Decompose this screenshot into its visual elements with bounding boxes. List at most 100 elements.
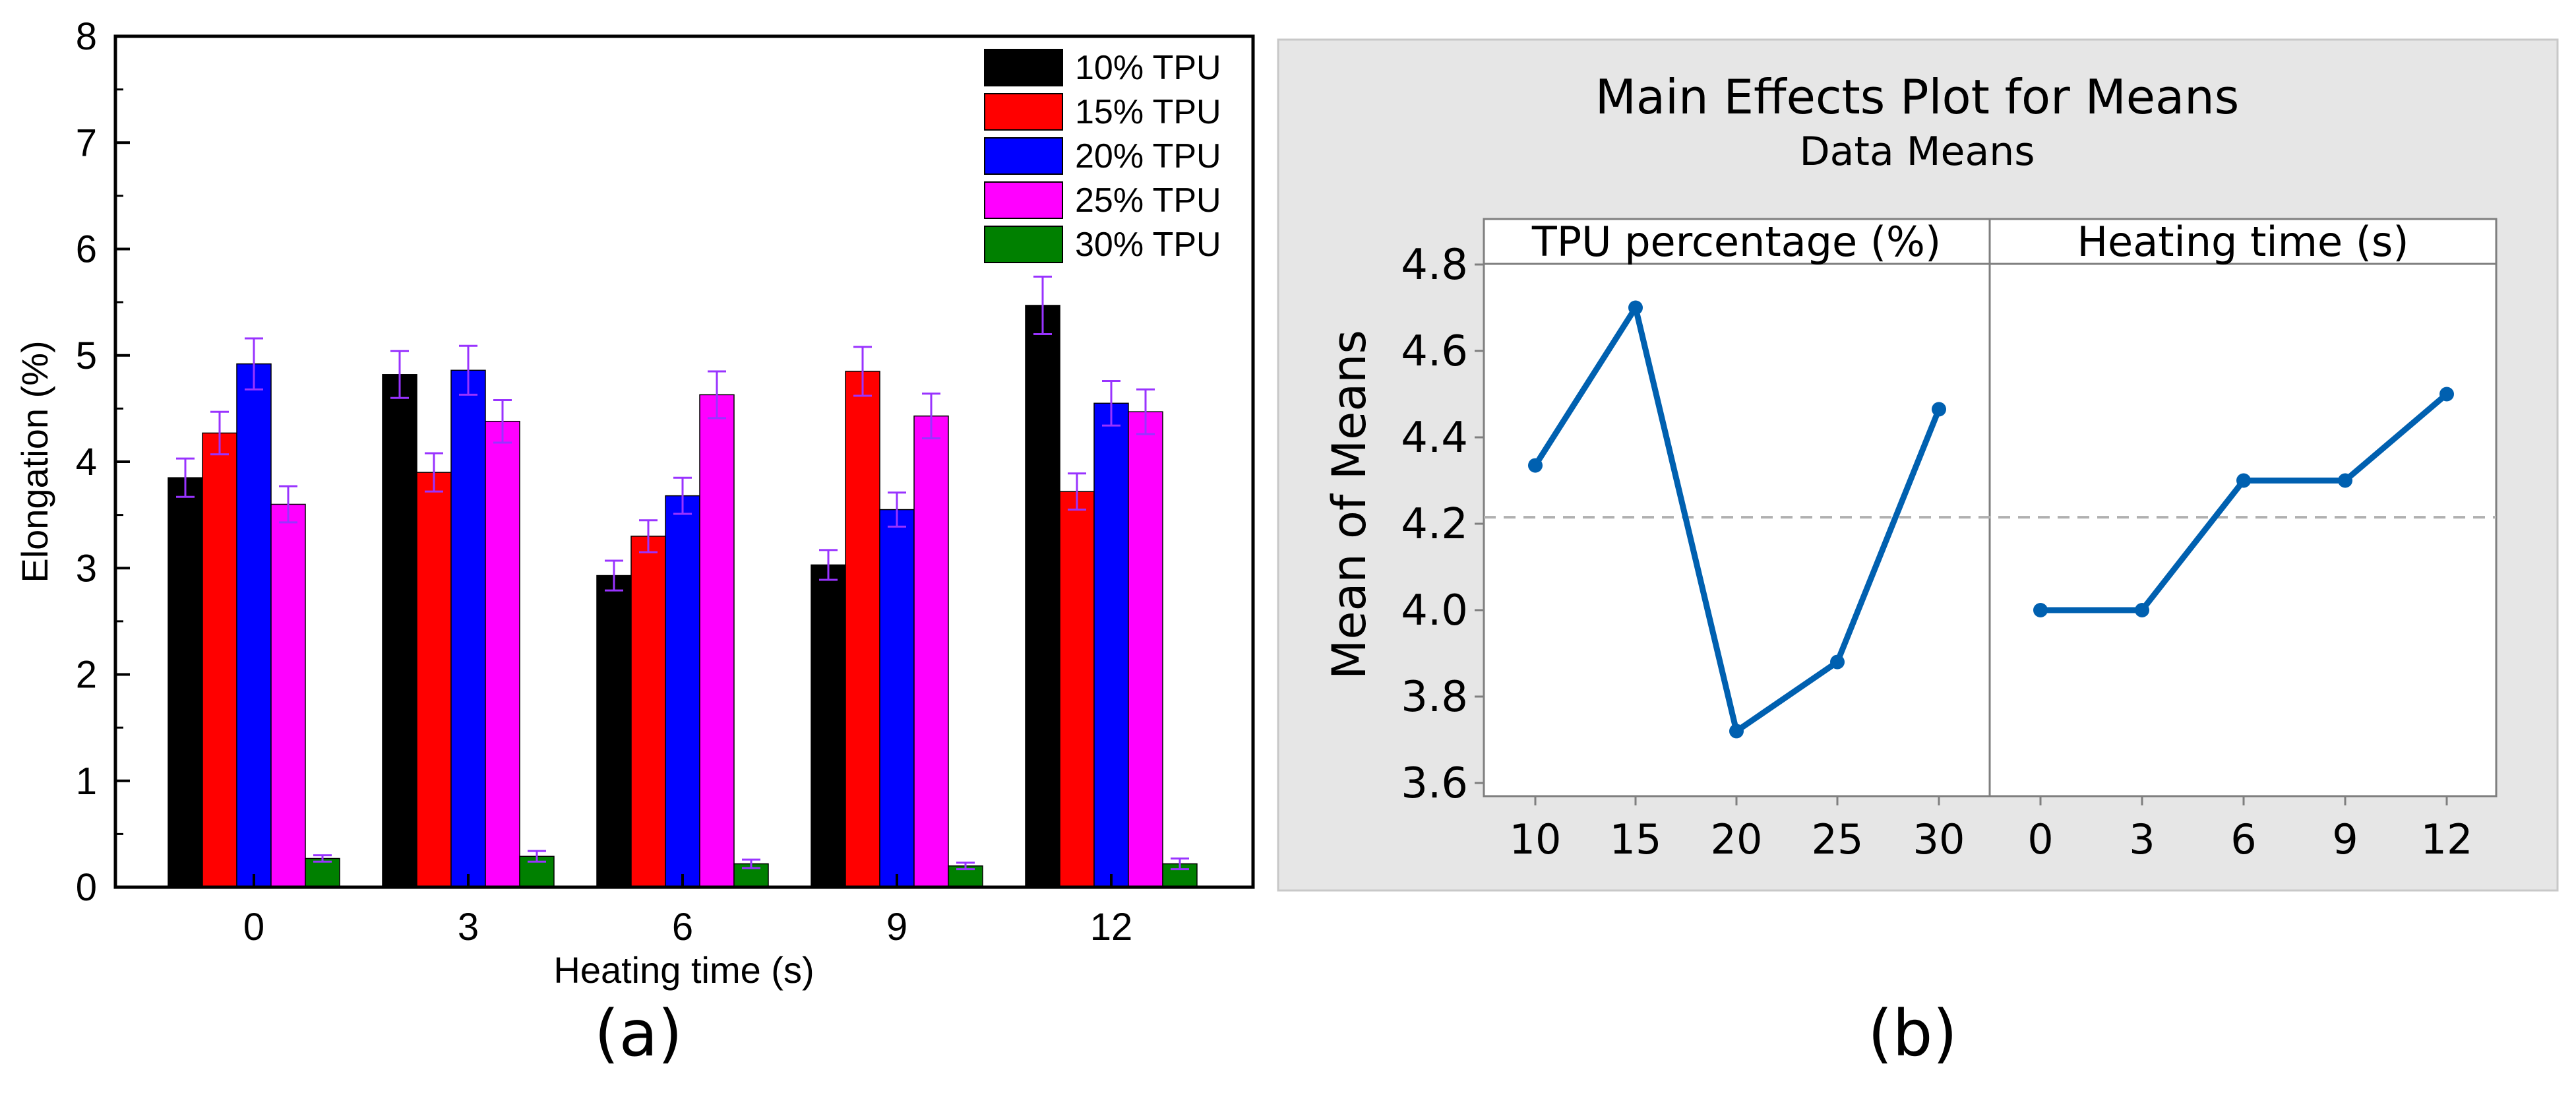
y-tick-label: 1 [76,760,97,803]
error-bar [673,476,692,515]
y-tick-label: 4.6 [1401,327,1468,376]
y-tick-label: 7 [76,121,97,164]
bar-10-tpuheat-6 [596,575,632,888]
error-bar [956,861,975,871]
legend-label: 10% TPU [1075,49,1221,87]
error-bar [708,370,726,420]
effect-point [1830,654,1845,670]
bar-30-tpuheat-12 [1162,863,1198,888]
bar-10-tpuheat-0 [168,477,203,888]
x-tick-label: 12 [1090,906,1133,949]
y-tick-label: 4.2 [1401,500,1468,549]
effect-point [1932,402,1946,417]
error-bar-group [176,275,1189,871]
error-bar [493,398,512,444]
main-effects-lines [1528,300,2454,739]
x-tick-label: 30 [1913,815,1965,863]
x-tick-label: 20 [1711,815,1763,863]
y-tick-label: 4.8 [1401,241,1468,290]
legend-swatch [984,181,1063,219]
error-bar [819,549,838,581]
x-tick-label: 25 [1812,815,1864,863]
bar-15-tpuheat-3 [416,472,452,888]
bar-15-tpuheat-9 [845,371,880,888]
panel-b-caption: (b) [1868,997,1957,1071]
error-bar [1136,388,1155,435]
bar-20-tpuheat-12 [1093,402,1129,888]
y-tick-label: 4.0 [1401,586,1468,635]
y-tick-label: 3.8 [1401,673,1468,722]
bar-10-tpuheat-3 [382,374,417,888]
error-bar [1033,275,1052,335]
x-tick-label: 10 [1510,815,1562,863]
panel-a-caption: (a) [594,997,683,1071]
bar-30-tpuheat-0 [305,858,340,888]
legend-label: 20% TPU [1075,137,1221,175]
x-axis-ticks: 0 3 6 9 12 [243,874,1132,949]
error-bar [245,337,263,390]
error-bar [279,485,297,524]
y-tick-label: 8 [76,15,97,58]
y-tick-label: 4 [76,441,97,484]
effect-point [1528,458,1543,473]
y-tick-label: 5 [76,334,97,377]
bar-20-tpuheat-9 [879,509,915,888]
x-tick-label: 9 [2332,815,2358,863]
effect-point [2338,473,2352,488]
bar-15-tpuheat-12 [1059,491,1095,888]
x-tick-label: 3 [458,906,479,949]
x-tick-label: 0 [243,906,264,949]
bar-10-tpuheat-12 [1025,305,1060,888]
error-bar [176,457,195,498]
bar-25-tpuheat-6 [699,394,735,888]
bar-15-tpuheat-0 [202,432,237,888]
bar-20-tpuheat-0 [236,363,272,888]
x-tick-label: 15 [1610,815,1662,863]
y-tick-label: 3.6 [1401,759,1468,808]
bar-25-tpuheat-3 [485,420,520,888]
y-tick-label: 6 [76,228,97,271]
error-bar [605,559,623,592]
y-tick-label: 2 [76,654,97,697]
y-tick-label: 0 [76,866,97,909]
error-bar [922,392,940,440]
x-tick-label: 6 [672,906,693,949]
x-tick-label: 9 [886,906,907,949]
legend-label: 25% TPU [1075,181,1221,220]
effect-point [1628,300,1643,315]
effect-point [2135,603,2149,617]
main-effects-subtitle: Data Means [1799,129,2035,175]
bar-20-tpuheat-3 [450,369,486,888]
y-axis-label: Elongation (%) [14,340,55,582]
effect-point [1729,724,1744,739]
effect-point [2439,387,2454,402]
error-bar [210,410,229,456]
x-tick-label: 12 [2421,815,2473,863]
bar-series-group [168,305,1198,888]
error-bar [313,854,332,863]
bar-20-tpuheat-6 [665,495,700,888]
y-axis-ticks-main-effects: 3.6 3.8 4.0 4.2 4.4 4.6 4.8 [1401,241,1484,808]
x-tick-label: 6 [2230,815,2256,863]
bar-25-tpuheat-12 [1128,411,1163,888]
error-bar [742,858,760,869]
error-bar [853,346,872,397]
bar-25-tpuheat-0 [270,503,306,888]
error-bar [425,452,443,493]
legend-label: 15% TPU [1075,93,1221,131]
error-bar [1068,472,1086,511]
bar-25-tpuheat-9 [913,415,949,888]
error-bar [1171,857,1189,871]
legend-label: 30% TPU [1075,226,1221,264]
error-bar [888,491,906,528]
bar-10-tpuheat-9 [811,564,846,888]
main-effects-title: Main Effects Plot for Means [1595,69,2240,125]
error-bar [639,519,658,553]
y-axis-label-main-effects: Mean of Means [1322,330,1376,679]
main-effects-panel: Main Effects Plot for Means Data Means T… [1277,38,2559,1071]
error-bar [459,344,477,396]
legend-swatch [984,137,1063,175]
legend-swatch [984,93,1063,131]
legend-swatch [984,49,1063,86]
